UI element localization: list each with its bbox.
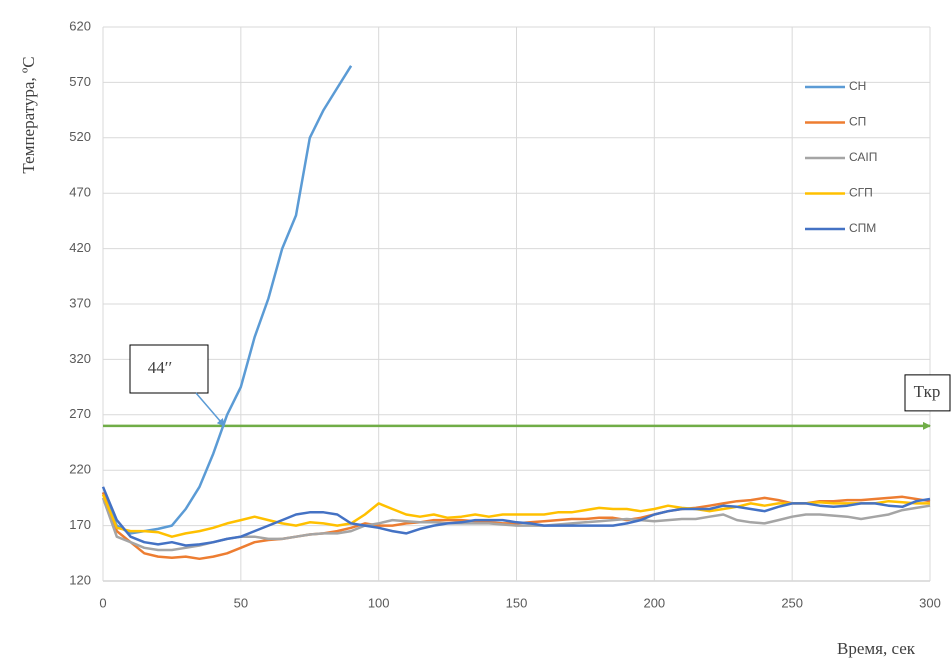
series-line: [101, 65, 353, 535]
y-tick-label: 170: [69, 517, 91, 532]
x-tick-label: 250: [781, 595, 803, 610]
series-line: [101, 486, 931, 547]
y-tick-label: 220: [69, 462, 91, 477]
x-tick-label: 100: [368, 595, 390, 610]
y-tick-label: 420: [69, 240, 91, 255]
y-tick-label: 470: [69, 185, 91, 200]
y-axis-label: Температура, ºС: [19, 56, 38, 173]
annotation-arrow: [195, 392, 225, 427]
y-tick-label: 120: [69, 572, 91, 587]
x-tick-label: 150: [506, 595, 528, 610]
threshold-label: Ткр: [914, 382, 941, 401]
y-tick-label: 620: [69, 18, 91, 33]
legend-label: СГП: [849, 186, 873, 200]
annotation-text: 44′′: [148, 358, 172, 377]
y-tick-label: 320: [69, 351, 91, 366]
legend-label: СП: [849, 115, 866, 129]
legend-label: САІП: [849, 150, 877, 164]
x-tick-label: 200: [643, 595, 665, 610]
threshold-label-box: [904, 374, 951, 412]
annotation-box: [129, 344, 209, 394]
y-tick-label: 520: [69, 129, 91, 144]
legend-label: СН: [849, 79, 866, 93]
x-axis-label: Время, сек: [837, 639, 916, 658]
y-tick-label: 370: [69, 295, 91, 310]
x-tick-label: 50: [234, 595, 248, 610]
x-tick-label: 0: [99, 595, 106, 610]
y-tick-label: 570: [69, 74, 91, 89]
legend-label: СПМ: [849, 221, 876, 235]
x-tick-label: 300: [919, 595, 941, 610]
y-tick-label: 270: [69, 406, 91, 421]
